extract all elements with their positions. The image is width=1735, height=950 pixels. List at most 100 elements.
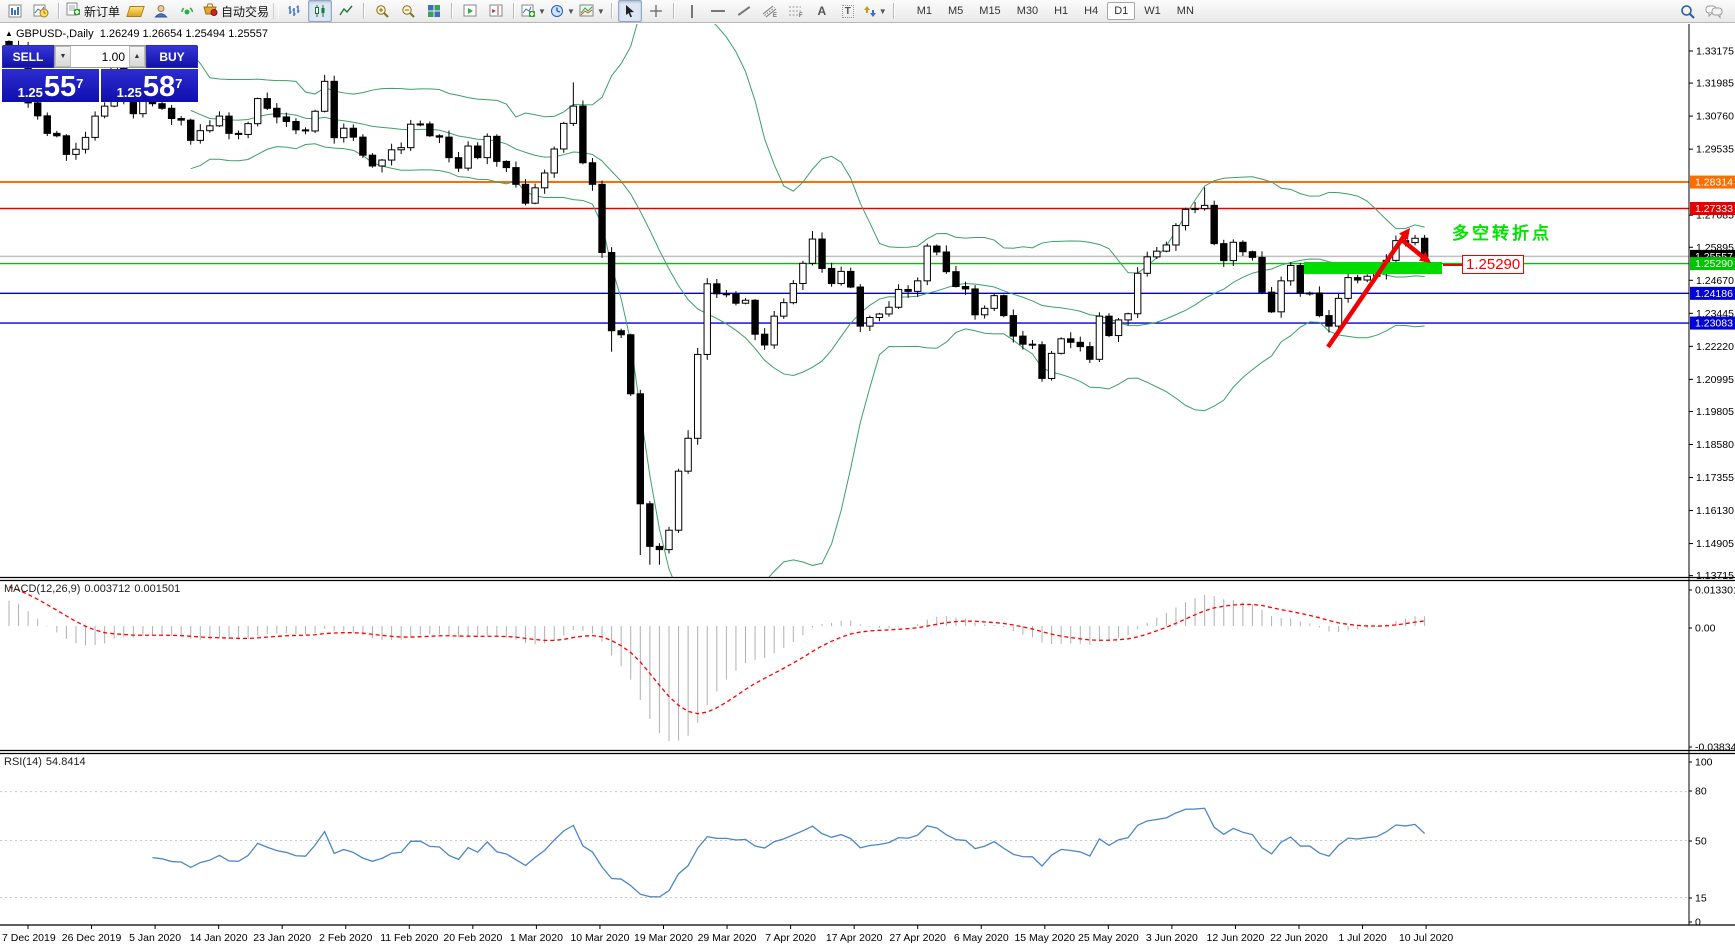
chart-shift-button[interactable] <box>484 0 508 22</box>
data-window-button[interactable] <box>149 0 173 22</box>
trend-arrow-head[interactable] <box>1399 228 1410 241</box>
date-label: 11 Feb 2020 <box>380 932 438 944</box>
candle-body <box>426 123 434 137</box>
crosshair-button[interactable] <box>644 0 668 22</box>
candle-body <box>1028 343 1037 346</box>
toolbar-grip <box>273 3 280 19</box>
trend-arrow[interactable] <box>1326 234 1406 349</box>
autotrading-icon <box>202 2 218 21</box>
candle-body <box>1363 275 1371 281</box>
timeframe-m15[interactable]: M15 <box>979 5 1001 17</box>
candle-body <box>225 115 233 134</box>
candle-body <box>206 125 214 132</box>
candle-body <box>1325 315 1333 327</box>
sell-price-tile[interactable]: 1.25 55 7 <box>2 69 99 102</box>
signals-button[interactable] <box>175 0 199 22</box>
candle-body <box>732 293 740 304</box>
cursor-button[interactable] <box>617 0 642 22</box>
price-tick-label: 1.14905 <box>1696 538 1734 550</box>
date-label: 14 Jan 2020 <box>190 932 248 944</box>
trend-arrow[interactable] <box>1400 238 1425 259</box>
chat-icon[interactable] <box>1702 1 1726 23</box>
candle-body <box>483 135 491 159</box>
price-tag-connector-line <box>1443 264 1462 266</box>
line-chart-button[interactable] <box>334 0 358 22</box>
auto-scroll-button[interactable] <box>458 0 482 22</box>
add-indicator-button[interactable]: ▼ <box>520 0 547 22</box>
zoom-in-button[interactable] <box>370 0 394 22</box>
price-tag-annotation[interactable]: 1.25290 <box>1462 255 1525 274</box>
timeframe-h1[interactable]: H1 <box>1054 5 1069 17</box>
timeframe-mn[interactable]: MN <box>1176 5 1194 17</box>
price-badge <box>1690 202 1735 216</box>
candle-body <box>521 183 530 204</box>
new-order-button[interactable]: 新订单 <box>65 0 121 22</box>
rsi-indicator-label: RSI(14) 54.8414 <box>4 756 90 768</box>
candle-body <box>1000 295 1008 317</box>
text-label-tool[interactable]: T <box>836 0 860 22</box>
candlestick-chart-button[interactable] <box>308 0 333 22</box>
candle-body <box>53 132 61 137</box>
highlight-rectangle[interactable] <box>1304 262 1442 274</box>
volume-value[interactable]: 1.00 <box>101 49 125 64</box>
candle-body <box>885 306 893 315</box>
buy-price-tile[interactable]: 1.25 58 7 <box>101 69 198 102</box>
volume-increase-button[interactable]: ▲ <box>129 46 145 67</box>
price-badge <box>1690 316 1735 330</box>
candle-body <box>473 145 482 159</box>
zoom-out-button[interactable] <box>396 0 420 22</box>
trend-arrow-head[interactable] <box>1418 252 1431 263</box>
trendline-tool[interactable] <box>732 0 756 22</box>
turning-point-annotation[interactable]: 多空转折点 <box>1452 224 1552 243</box>
candle-body <box>770 315 778 346</box>
bar-chart-button[interactable] <box>282 0 306 22</box>
horizontal-line-tool[interactable] <box>706 0 730 22</box>
tile-windows-button[interactable] <box>422 0 446 22</box>
candle-body <box>100 105 109 117</box>
volume-stepper: ▼ 1.00 ▲ <box>54 45 146 68</box>
buy-button[interactable]: BUY <box>146 45 198 68</box>
collapse-triangle-icon[interactable]: ▲ <box>5 29 13 38</box>
candle-body <box>311 110 319 132</box>
candle-body <box>837 270 845 285</box>
candle-body <box>349 127 358 138</box>
candle-body <box>588 162 597 185</box>
candle-body <box>847 270 855 288</box>
periods-button[interactable]: ▼ <box>549 0 576 22</box>
market-watch-button[interactable] <box>123 0 147 22</box>
profiles-button[interactable] <box>29 0 53 22</box>
arrows-tool[interactable]: ▼ <box>862 0 888 22</box>
date-label: 23 Jan 2020 <box>253 932 311 944</box>
candle-body <box>1191 208 1199 211</box>
sell-price-point: 7 <box>76 76 84 91</box>
timeframe-h4[interactable]: H4 <box>1084 5 1099 17</box>
date-label: 5 Jan 2020 <box>129 932 181 944</box>
candle-body <box>1296 264 1304 294</box>
candle-body <box>1153 250 1161 258</box>
new-order-label: 新订单 <box>84 4 121 19</box>
autotrading-button[interactable]: 自动交易 <box>201 0 270 22</box>
new-chart-button[interactable] <box>3 0 27 22</box>
text-tool[interactable]: A <box>810 0 834 22</box>
volume-decrease-button[interactable]: ▼ <box>55 46 71 67</box>
candle-body <box>387 149 396 161</box>
candle-body <box>72 148 80 155</box>
templates-button[interactable]: ▼ <box>578 0 606 22</box>
timeframe-w1[interactable]: W1 <box>1144 5 1161 17</box>
channel-tool[interactable]: E <box>758 0 782 22</box>
candle-body <box>1038 344 1046 379</box>
timeframe-bar: M1 M5 M15 M30 H1 H4 D1 W1 MN <box>909 2 1202 20</box>
candle-body <box>913 280 922 292</box>
timeframe-d1[interactable]: D1 <box>1107 2 1136 20</box>
fibonacci-tool[interactable]: F <box>784 0 808 22</box>
candle-body <box>292 121 300 131</box>
timeframe-m30[interactable]: M30 <box>1016 5 1039 17</box>
sell-button[interactable]: SELL <box>2 45 54 68</box>
timeframe-m5[interactable]: M5 <box>948 5 964 17</box>
vertical-line-tool[interactable] <box>680 0 704 22</box>
candle-body <box>512 167 520 185</box>
candle-body <box>196 130 205 141</box>
search-icon[interactable] <box>1676 1 1700 23</box>
timeframe-m1[interactable]: M1 <box>916 5 932 17</box>
